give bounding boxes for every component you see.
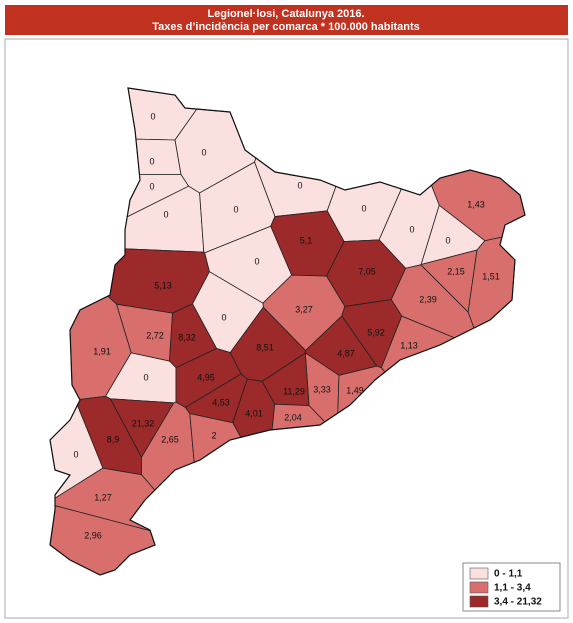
region-label: 2,39 — [419, 294, 437, 304]
outline — [49, 87, 526, 576]
region-label: 1,13 — [400, 340, 418, 350]
region-labels: 0 0 0 0 0 0 0 0 1,43 5,1 0 0 0 7,05 2,15 1,51 5,13 2,39 3,… — [73, 111, 499, 540]
region-label: 7,05 — [358, 266, 376, 276]
title: Legionel·losi, Catalunya 2016. — [207, 8, 364, 20]
region-label: 8,51 — [256, 342, 274, 352]
legend-swatch — [469, 567, 489, 580]
region-label: 2,15 — [447, 266, 465, 276]
region-label: 0 — [201, 147, 206, 157]
region-label: 8,32 — [178, 332, 196, 342]
region-label: 2,65 — [161, 434, 179, 444]
subtitle: Taxes d’incidència per comarca * 100.000… — [152, 21, 420, 33]
region-label: 2,96 — [84, 530, 102, 540]
region-label: 11,29 — [283, 386, 305, 396]
region-label: 1,27 — [94, 492, 112, 502]
region-label: 1,51 — [482, 271, 500, 281]
regions — [49, 87, 526, 576]
region-label: 0 — [409, 224, 414, 234]
legend: 0 - 1,1 1,1 - 3,4 3,4 - 21,32 — [469, 567, 542, 608]
region-label: 2,72 — [146, 330, 164, 340]
region-label: 3,27 — [295, 304, 313, 314]
region-label: 0 — [143, 372, 148, 382]
region-label: 0 — [163, 209, 168, 219]
region-label: 0 — [361, 203, 366, 213]
region-label: 4,01 — [245, 408, 263, 418]
region-label: 1,43 — [467, 199, 485, 209]
region-label: 4,95 — [197, 372, 215, 382]
region-label: 0 — [149, 156, 154, 166]
region-label: 0 — [149, 181, 154, 191]
region-label: 0 — [233, 204, 238, 214]
region-label: 0 — [73, 449, 78, 459]
legend-label: 3,4 - 21,32 — [494, 597, 542, 608]
region-label: 4,53 — [212, 397, 230, 407]
region-label: 5,92 — [367, 327, 385, 337]
region-label: 0 — [445, 235, 450, 245]
region-label: 1,49 — [346, 385, 364, 395]
region-label: 5,1 — [300, 235, 313, 245]
region-label: 2 — [211, 430, 216, 440]
region-label: 4,87 — [337, 348, 355, 358]
region-label: 0 — [297, 180, 302, 190]
legend-label: 0 - 1,1 — [494, 569, 523, 580]
title-bar — [5, 5, 568, 35]
region-label: 21,32 — [132, 418, 155, 428]
region — [135, 138, 182, 175]
region-label: 0 — [254, 256, 259, 266]
legend-label: 1,1 - 3,4 — [494, 583, 531, 594]
region-label: 5,13 — [154, 280, 172, 290]
legend-swatch — [469, 581, 489, 594]
region-label: 2,04 — [284, 412, 302, 422]
region-label: 3,33 — [313, 384, 331, 394]
legend-swatch — [469, 595, 489, 608]
region-label: 0 — [150, 111, 155, 121]
region-label: 0 — [221, 312, 226, 322]
region-label: 1,91 — [93, 346, 111, 356]
region-label: 8,9 — [107, 434, 120, 444]
